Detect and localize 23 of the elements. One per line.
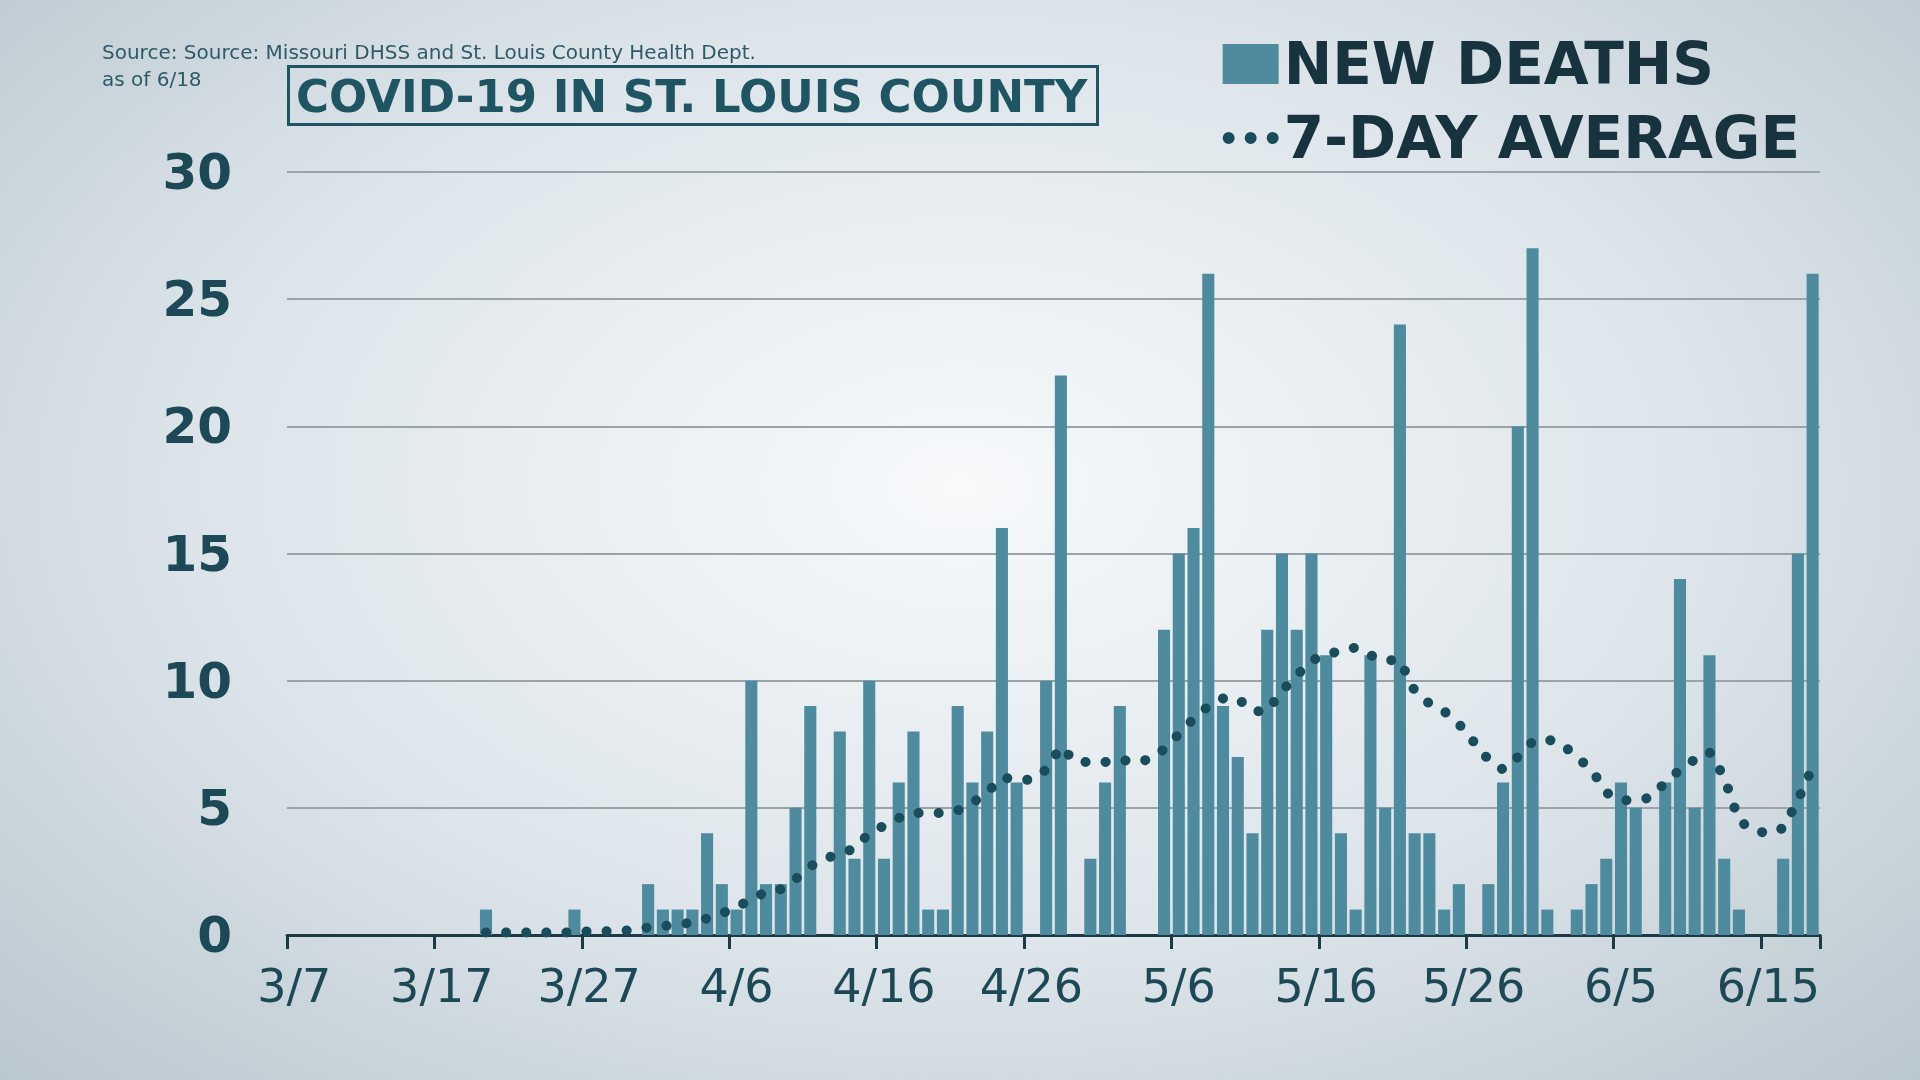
y-tick-label: 0 [197,906,232,964]
x-tick-label: 6/15 [1716,959,1821,1013]
x-tick-label: 4/26 [979,959,1084,1013]
y-tick-label: 15 [162,524,232,583]
y-tick-label: 30 [162,143,232,201]
source-note: Source: Source: Missouri DHSS and St. Louis County Health Dept. [102,40,756,64]
y-tick-label: 25 [162,270,232,329]
text: as of 6/18 [102,67,202,91]
chart-title: COVID-19 IN ST. LOUIS COUNTY [296,70,1089,123]
y-tick-label: 5 [197,778,232,837]
legend-label: NEW DEATHS [1283,30,1715,98]
x-tick-label: 5/26 [1421,959,1526,1013]
x-tick-label: 4/16 [832,959,936,1013]
x-tick-label: 3/17 [390,959,494,1013]
x-tick-label: 4/6 [699,959,774,1013]
x-tick-label: 3/7 [257,959,332,1013]
y-tick-label: 10 [162,651,232,710]
x-tick-label: 5/16 [1274,959,1378,1013]
x-tick-label: 5/6 [1141,959,1216,1013]
x-tick-label: 3/27 [537,959,641,1013]
y-tick-label: 20 [162,397,232,456]
legend-label: 7-DAY AVERAGE [1283,104,1801,172]
x-tick-label: 6/5 [1583,959,1659,1013]
